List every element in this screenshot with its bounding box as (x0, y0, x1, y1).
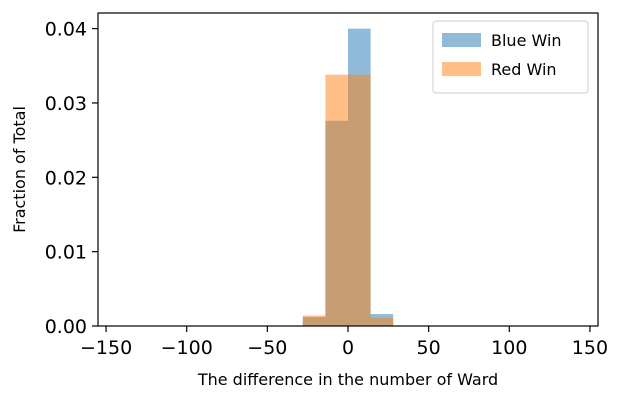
y-tick-label: 0.02 (45, 167, 87, 189)
x-axis-label: The difference in the number of Ward (197, 370, 498, 389)
y-axis-ticks: 0.00 0.01 0.02 0.03 0.04 (45, 19, 98, 338)
legend-label-0: Blue Win (491, 31, 562, 50)
legend-swatch-0 (442, 33, 481, 47)
x-tick-label: −50 (247, 337, 287, 359)
legend: Blue Win Red Win (432, 20, 589, 94)
bar-series-1-bin-1 (325, 74, 348, 326)
y-tick-label: 0.04 (45, 19, 87, 41)
y-tick-label: 0.01 (45, 242, 87, 264)
x-tick-label: 150 (572, 337, 608, 359)
series-1-bars (302, 74, 394, 326)
x-tick-label: 100 (491, 337, 527, 359)
bar-series-1-bin-2 (348, 74, 371, 326)
x-tick-label: 50 (417, 337, 441, 359)
bar-series-1-bin-3 (370, 317, 394, 326)
legend-label-1: Red Win (491, 60, 557, 79)
y-tick-label: 0.03 (45, 93, 87, 115)
bar-series-1-bin-0 (302, 315, 326, 326)
y-tick-label: 0.00 (45, 316, 87, 338)
x-tick-label: 0 (342, 337, 354, 359)
x-axis-ticks: −150 −100 −50 0 50 100 150 (80, 326, 608, 359)
x-tick-label: −100 (161, 337, 213, 359)
legend-swatch-1 (442, 62, 481, 76)
y-axis-label: Fraction of Total (10, 106, 29, 233)
x-tick-label: −150 (80, 337, 132, 359)
bars-layer (302, 28, 394, 327)
